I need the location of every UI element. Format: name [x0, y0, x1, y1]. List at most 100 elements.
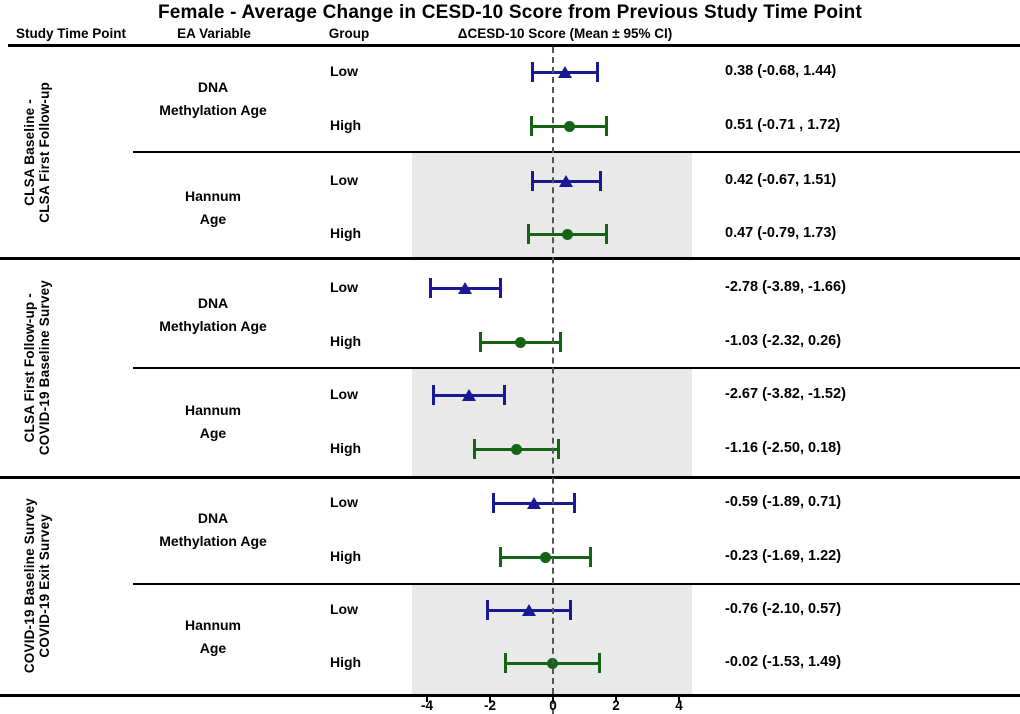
x-axis-tick	[426, 697, 428, 702]
value-label: 0.51 (-0.71 , 1.72)	[725, 117, 841, 133]
group-label: Low	[330, 172, 358, 188]
value-label: -1.03 (-2.32, 0.26)	[725, 333, 842, 349]
study-time-point-label-line: CLSA Baseline -	[22, 99, 37, 206]
x-axis-tick-label: 2	[612, 698, 620, 713]
ea-variable-label-line: DNA	[197, 295, 229, 311]
x-axis-line	[0, 695, 1020, 697]
x-axis-tick	[489, 697, 491, 702]
ci-cap-right	[568, 600, 572, 620]
value-label: -0.23 (-1.69, 1.22)	[725, 548, 842, 564]
ci-cap-right	[598, 171, 602, 191]
ci-cap-right	[605, 116, 609, 136]
mean-marker-triangle	[527, 496, 542, 509]
value-label: -0.02 (-1.53, 1.49)	[725, 654, 842, 670]
value-label: -0.76 (-2.10, 0.57)	[725, 601, 842, 617]
column-header-score: ΔCESD-10 Score (Mean ± 95% CI)	[457, 26, 673, 41]
ci-cap-right	[596, 62, 600, 82]
x-axis-tick-label: 0	[549, 698, 557, 713]
column-header-study-time-point: Study Time Point	[15, 26, 127, 41]
section-separator-line	[0, 476, 1020, 479]
mean-marker-triangle	[522, 603, 537, 616]
ea-variable-label-line: Methylation Age	[159, 533, 267, 549]
study-time-point-label: COVID-19 Baseline Survey COVID-19 Exit Su…	[6, 477, 68, 695]
mean-marker-triangle	[559, 174, 574, 187]
ea-variable-label: Hannum Age	[120, 185, 306, 231]
group-label: Low	[330, 386, 358, 402]
study-time-point-label: CLSA First Follow-up - COVID-19 Baseline …	[6, 258, 68, 477]
mean-marker-circle	[510, 443, 522, 455]
ci-cap-left	[492, 493, 496, 513]
subsection-separator-line	[133, 151, 1020, 153]
ci-cap-left	[503, 653, 507, 673]
group-label: High	[330, 440, 362, 456]
column-header-ea-variable: EA Variable	[177, 26, 251, 41]
group-label: High	[330, 333, 362, 349]
ea-variable-label-line: Hannum	[185, 187, 241, 204]
ea-variable-label-line: DNA	[197, 79, 229, 95]
study-time-point-label-line: COVID-19 Exit Survey	[37, 514, 52, 658]
chart-title: Female - Average Change in CESD-10 Score…	[157, 2, 863, 23]
subsection-separator-line	[133, 367, 1020, 369]
subsection-separator-line	[133, 583, 1020, 585]
ci-cap-right	[559, 332, 563, 352]
ea-variable-label-line: Methylation Age	[159, 102, 267, 118]
ci-cap-left	[529, 116, 533, 136]
study-time-point-label-line: COVID-19 Baseline Survey	[37, 279, 52, 456]
ea-variable-label-line: Hannum	[185, 402, 241, 418]
zero-reference-line	[552, 47, 554, 714]
mean-marker-triangle	[557, 65, 572, 78]
group-label: High	[330, 117, 362, 133]
ci-cap-left	[473, 439, 477, 459]
mean-marker-circle	[515, 336, 527, 348]
ci-cap-right	[503, 385, 507, 405]
mean-marker-circle	[540, 551, 552, 563]
value-label: -0.59 (-1.89, 0.71)	[725, 494, 842, 510]
value-label: -2.67 (-3.82, -1.52)	[725, 386, 846, 402]
study-time-point-label-line: CLSA First Follow-up -	[22, 292, 37, 443]
ci-cap-right	[498, 278, 502, 298]
group-label: High	[330, 654, 362, 670]
value-label: -1.16 (-2.50, 0.18)	[725, 440, 842, 456]
value-label: 0.38 (-0.68, 1.44)	[725, 63, 837, 79]
mean-marker-circle	[563, 120, 575, 132]
value-label: 0.42 (-0.67, 1.51)	[725, 172, 837, 188]
ci-cap-left	[527, 224, 531, 244]
ci-cap-right	[589, 547, 593, 567]
header-underline	[8, 44, 1020, 47]
x-axis-tick-label: -2	[483, 698, 497, 713]
study-time-point-label-line: COVID-19 Baseline Survey	[22, 498, 37, 674]
x-axis-tick	[678, 697, 680, 702]
ea-variable-label-line: Age	[199, 210, 227, 227]
ci-cap-left	[478, 332, 482, 352]
x-axis-tick	[615, 697, 617, 702]
x-axis-tick	[552, 697, 554, 702]
value-label: 0.47 (-0.79, 1.73)	[725, 225, 837, 241]
group-label: Low	[330, 494, 358, 510]
ci-cap-right	[605, 224, 609, 244]
ci-cap-left	[485, 600, 489, 620]
mean-marker-triangle	[461, 388, 476, 401]
ea-variable-label-line: Hannum	[185, 616, 241, 633]
group-label: High	[330, 225, 362, 241]
x-axis-tick-label: 4	[675, 698, 683, 713]
x-axis-tick-label: -4	[420, 698, 434, 713]
ci-cap-left	[431, 385, 435, 405]
group-label: Low	[330, 601, 358, 617]
ci-cap-right	[556, 439, 560, 459]
group-label: Low	[330, 279, 358, 295]
ci-cap-right	[573, 493, 577, 513]
ea-variable-label: DNA Methylation Age	[120, 292, 306, 338]
ci-cap-left	[498, 547, 502, 567]
ea-variable-label: Hannum Age	[120, 614, 306, 660]
group-label: Low	[330, 63, 358, 79]
ea-variable-label: DNA Methylation Age	[120, 76, 306, 122]
ea-variable-label-line: Age	[199, 425, 227, 441]
value-label: -2.78 (-3.89, -1.66)	[725, 279, 846, 295]
ci-cap-left	[530, 171, 534, 191]
ci-cap-left	[429, 278, 433, 298]
ea-variable-label-line: Methylation Age	[159, 318, 267, 334]
ci-cap-right	[597, 653, 601, 673]
ea-variable-label-line: Age	[199, 639, 227, 656]
ea-variable-label: DNA Methylation Age	[120, 507, 306, 553]
